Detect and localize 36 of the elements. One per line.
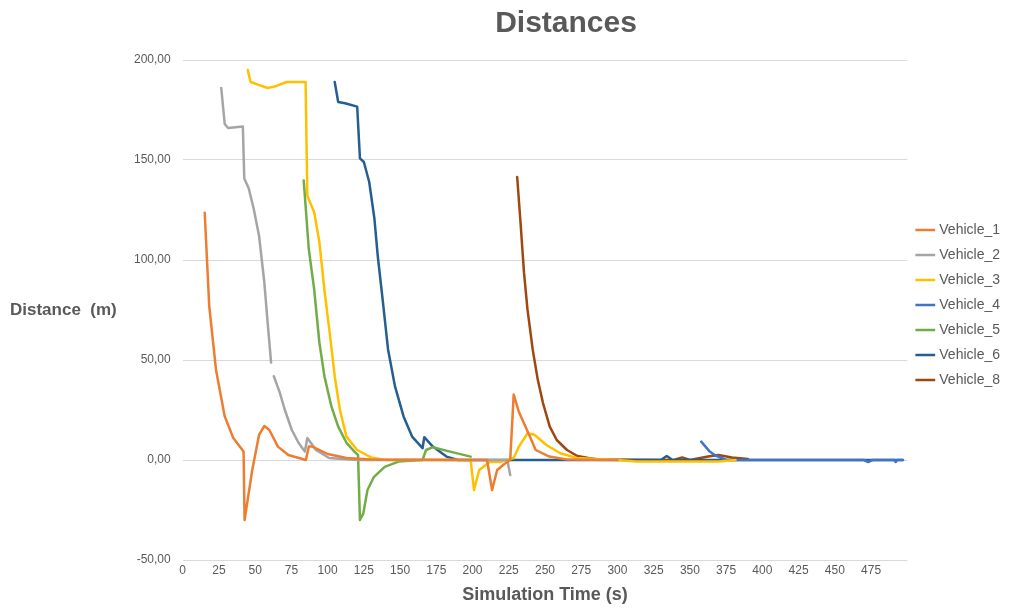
x-tick-label: 25	[212, 562, 226, 577]
x-tick-label: 275	[571, 562, 592, 577]
x-tick-label: 175	[426, 562, 447, 577]
x-tick-label: 350	[679, 562, 701, 577]
y-tick-label: 150,00	[134, 152, 172, 167]
x-tick-label: 475	[861, 562, 882, 577]
y-tick-label: -50,00	[136, 552, 172, 567]
chart-title: Distances	[495, 5, 637, 39]
legend-label: Vehicle_2	[939, 245, 1001, 262]
x-axis-title: Simulation Time (s)	[462, 584, 628, 605]
x-tick-label: 0	[179, 562, 187, 577]
x-tick-label: 400	[752, 562, 773, 577]
y-axis-title: Distance (m)	[10, 299, 117, 319]
y-tick-label: 0,00	[147, 452, 172, 467]
legend-label: Vehicle_8	[939, 370, 1001, 387]
x-tick-label: 225	[498, 562, 520, 577]
legend-label: Vehicle_6	[939, 345, 1001, 362]
y-tick-label: 200,00	[134, 52, 172, 67]
y-tick-label: 50,00	[140, 352, 172, 367]
y-tick-label: 100,00	[134, 252, 172, 267]
x-tick-label: 100	[317, 562, 338, 577]
x-tick-label: 300	[607, 562, 628, 577]
x-tick-label: 150	[390, 562, 411, 577]
x-tick-label: 425	[788, 562, 809, 577]
legend-label: Vehicle_4	[939, 295, 1001, 312]
x-tick-label: 250	[534, 562, 556, 577]
x-tick-label: 125	[353, 562, 375, 577]
legend-label: Vehicle_1	[939, 220, 1001, 237]
legend-label: Vehicle_5	[939, 320, 1001, 337]
x-tick-label: 50	[248, 562, 263, 577]
x-tick-label: 450	[824, 562, 846, 577]
x-tick-label: 75	[284, 562, 299, 577]
legend-label: Vehicle_3	[939, 270, 1001, 287]
x-tick-label: 325	[643, 562, 665, 577]
x-tick-label: 375	[716, 562, 737, 577]
x-tick-label: 200	[462, 562, 483, 577]
